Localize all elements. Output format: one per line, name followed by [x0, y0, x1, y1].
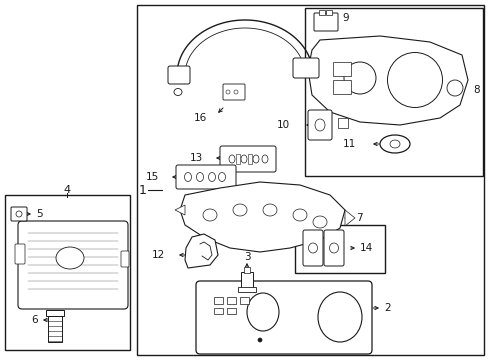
Text: 8: 8	[472, 85, 479, 95]
FancyBboxPatch shape	[292, 58, 318, 78]
FancyBboxPatch shape	[307, 110, 331, 140]
Text: 9: 9	[341, 13, 348, 23]
Text: 5: 5	[36, 209, 42, 219]
FancyBboxPatch shape	[168, 66, 190, 84]
Bar	[241, 272, 252, 288]
Text: 7: 7	[355, 213, 362, 223]
Text: 4: 4	[63, 185, 70, 195]
Text: 11: 11	[342, 139, 355, 149]
Ellipse shape	[314, 119, 325, 131]
Bar	[214, 308, 223, 314]
Bar	[226, 297, 236, 304]
Ellipse shape	[386, 53, 442, 108]
Text: 16: 16	[193, 113, 206, 123]
Text: 6: 6	[31, 315, 38, 325]
Polygon shape	[307, 36, 467, 125]
Bar	[244, 267, 249, 273]
Ellipse shape	[16, 211, 22, 217]
FancyBboxPatch shape	[11, 207, 27, 221]
Ellipse shape	[246, 293, 279, 331]
Polygon shape	[180, 182, 345, 252]
FancyBboxPatch shape	[324, 230, 343, 266]
Ellipse shape	[218, 172, 225, 181]
Polygon shape	[175, 205, 184, 215]
Ellipse shape	[292, 209, 306, 221]
Bar	[332, 62, 350, 76]
Polygon shape	[184, 234, 218, 268]
Text: 2: 2	[383, 303, 390, 313]
Bar	[46, 310, 64, 316]
Text: 1: 1	[139, 184, 146, 197]
FancyBboxPatch shape	[18, 221, 128, 309]
Polygon shape	[345, 210, 354, 226]
Ellipse shape	[225, 90, 229, 94]
Ellipse shape	[262, 155, 267, 163]
Bar	[214, 297, 223, 304]
FancyBboxPatch shape	[223, 84, 244, 100]
Ellipse shape	[228, 155, 235, 163]
Ellipse shape	[263, 204, 276, 216]
Bar	[305, 8, 482, 176]
Ellipse shape	[208, 172, 215, 181]
Bar	[318, 10, 325, 15]
FancyBboxPatch shape	[313, 13, 337, 31]
FancyBboxPatch shape	[121, 251, 129, 267]
Bar	[240, 297, 248, 304]
Ellipse shape	[308, 243, 317, 253]
Ellipse shape	[446, 80, 462, 96]
Text: 13: 13	[189, 153, 202, 163]
Text: 3: 3	[243, 252, 250, 262]
Ellipse shape	[317, 292, 361, 342]
Bar	[325, 10, 331, 15]
Ellipse shape	[241, 155, 246, 163]
Bar	[236, 154, 240, 164]
FancyBboxPatch shape	[303, 230, 323, 266]
Text: 14: 14	[359, 243, 372, 253]
Ellipse shape	[379, 135, 409, 153]
Ellipse shape	[389, 140, 399, 148]
FancyBboxPatch shape	[176, 165, 236, 189]
Ellipse shape	[232, 204, 246, 216]
Text: 10: 10	[276, 120, 289, 130]
Bar	[5, 195, 130, 350]
Ellipse shape	[196, 172, 203, 181]
Bar	[332, 80, 350, 94]
Ellipse shape	[252, 155, 259, 163]
Ellipse shape	[312, 216, 326, 228]
Bar	[294, 225, 384, 273]
Bar	[238, 287, 256, 292]
Ellipse shape	[343, 62, 375, 94]
Ellipse shape	[329, 243, 338, 253]
Text: 12: 12	[151, 250, 164, 260]
FancyBboxPatch shape	[15, 244, 25, 264]
Ellipse shape	[184, 172, 191, 181]
Ellipse shape	[56, 247, 84, 269]
Bar	[48, 310, 62, 342]
Ellipse shape	[174, 89, 182, 95]
Bar	[226, 308, 236, 314]
Text: 15: 15	[145, 172, 158, 182]
Bar	[247, 154, 251, 164]
Ellipse shape	[258, 338, 262, 342]
Ellipse shape	[203, 209, 217, 221]
Ellipse shape	[234, 90, 238, 94]
FancyBboxPatch shape	[196, 281, 371, 354]
Bar	[337, 118, 347, 128]
FancyBboxPatch shape	[220, 146, 275, 172]
Bar	[137, 5, 483, 355]
